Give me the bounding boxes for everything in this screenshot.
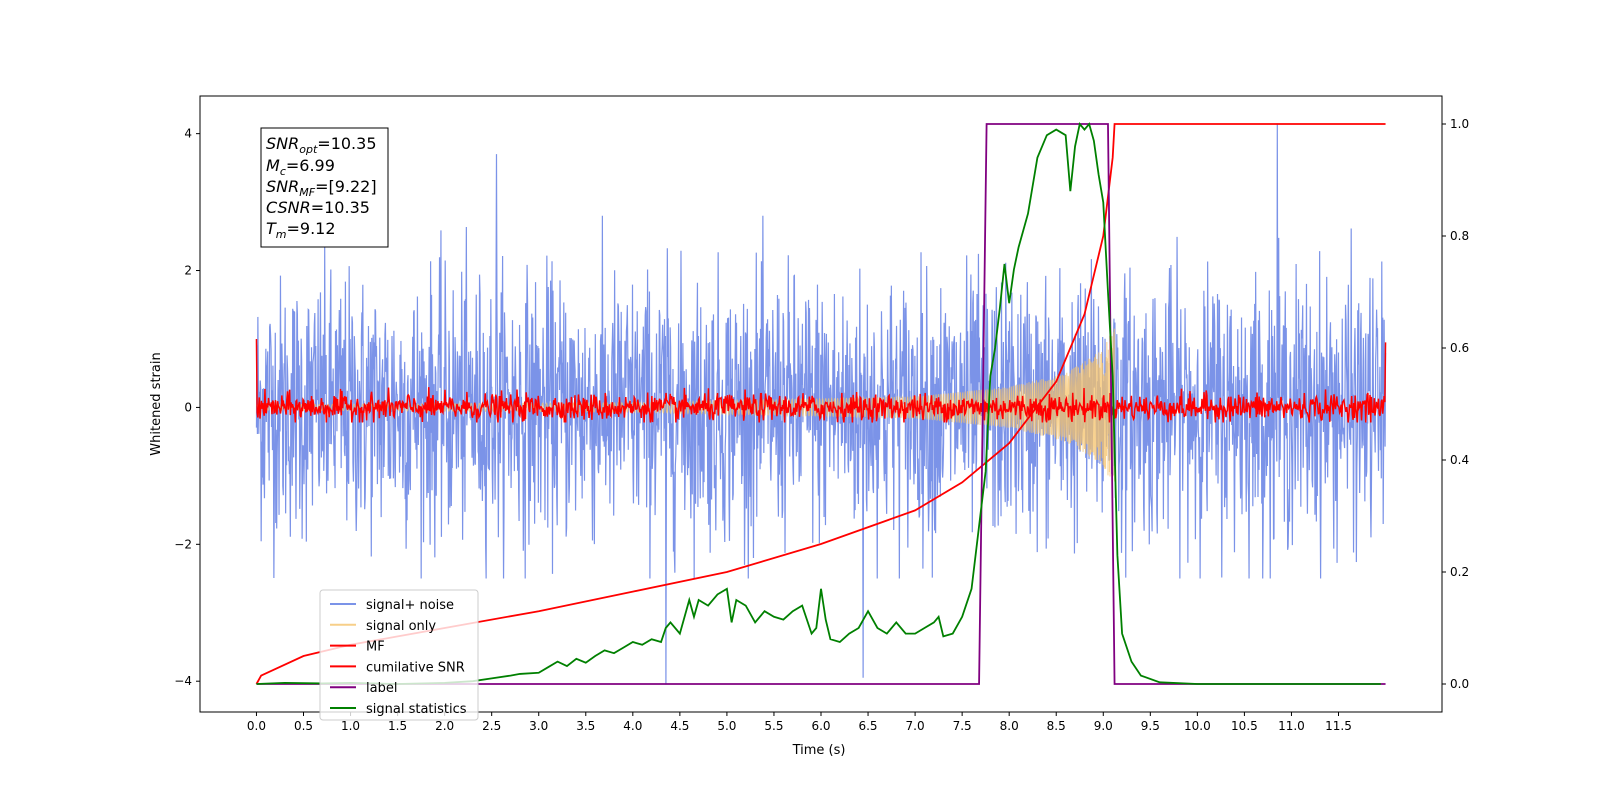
x-tick-label: 4.5: [670, 719, 689, 733]
x-tick-label: 11.5: [1325, 719, 1352, 733]
x-tick-label: 10.0: [1184, 719, 1211, 733]
x-tick-label: 8.0: [1000, 719, 1019, 733]
info-box-frame: [260, 127, 389, 248]
x-tick-label: 6.0: [811, 719, 830, 733]
x-tick-label: 5.0: [717, 719, 736, 733]
info-box: SNRopt=10.35 Mc=6.99 SNRMF=[9.22] CSNR=1…: [260, 127, 389, 248]
y-right-tick-label: 1.0: [1450, 117, 1469, 131]
x-tick-label: 9.0: [1094, 719, 1113, 733]
x-tick-label: 8.5: [1047, 719, 1066, 733]
y-left-tick-label: 0: [184, 400, 192, 414]
series-mf: [255, 338, 1387, 423]
y-axis-right: 0.0 0.2 0.4 0.6 0.8 1.0: [1442, 117, 1469, 691]
x-tick-label: 9.5: [1141, 719, 1160, 733]
x-tick-label: 4.0: [623, 719, 642, 733]
legend: signal+ noise signal only MF cumilative SNR…: [319, 589, 479, 721]
x-tick-label: 7.5: [953, 719, 972, 733]
info-snr-mf: SNRMF=[9.22]: [266, 177, 377, 199]
info-csnr: CSNR=10.35: [266, 198, 370, 217]
x-tick-label: 11.0: [1278, 719, 1305, 733]
x-tick-label: 2.0: [435, 719, 454, 733]
info-mc: Mc=6.99: [266, 156, 335, 178]
y-right-tick-label: 0.2: [1450, 565, 1469, 579]
y-right-tick-label: 0.0: [1450, 677, 1469, 691]
legend-label: signal+ noise: [366, 598, 454, 613]
y-left-tick-label: −2: [174, 537, 192, 551]
x-tick-label: 5.5: [764, 719, 783, 733]
legend-label: cumilative SNR: [366, 660, 465, 675]
y-left-tick-label: 2: [184, 264, 192, 278]
x-tick-label: 3.5: [576, 719, 595, 733]
y-right-tick-label: 0.8: [1450, 229, 1469, 243]
x-tick-label: 1.0: [341, 719, 360, 733]
y-left-tick-label: 4: [184, 127, 192, 141]
series-signal-statistics: [256, 122, 1381, 685]
legend-label: label: [366, 681, 397, 696]
x-tick-label: 0.0: [247, 719, 266, 733]
x-tick-label: 3.0: [529, 719, 548, 733]
info-snr-opt: SNRopt=10.35: [266, 134, 377, 156]
x-tick-label: 2.5: [482, 719, 501, 733]
info-tm: Tm=9.12: [266, 219, 336, 241]
legend-frame: [319, 589, 479, 721]
y-axis-label: Whitened strain: [149, 352, 164, 455]
legend-label: signal only: [366, 619, 436, 634]
series-label: [256, 123, 1386, 685]
x-tick-label: 7.0: [906, 719, 925, 733]
y-right-tick-label: 0.4: [1450, 453, 1469, 467]
x-axis: 0.0 0.5 1.0 1.5 2.0 2.5 3.0 3.5 4.0 4.5 5.0 5.5 6.0 6…: [247, 712, 1352, 733]
x-tick-label: 1.5: [388, 719, 407, 733]
x-axis-label: Time (s): [792, 743, 846, 758]
y-axis-left: −4 −2 0 2 4: [174, 127, 200, 688]
x-tick-label: 0.5: [294, 719, 313, 733]
y-right-tick-label: 0.6: [1450, 341, 1469, 355]
legend-label: signal statistics: [366, 702, 467, 717]
x-tick-label: 6.5: [858, 719, 877, 733]
legend-label: MF: [366, 640, 385, 655]
x-tick-label: 10.5: [1231, 719, 1258, 733]
y-left-tick-label: −4: [174, 674, 192, 688]
